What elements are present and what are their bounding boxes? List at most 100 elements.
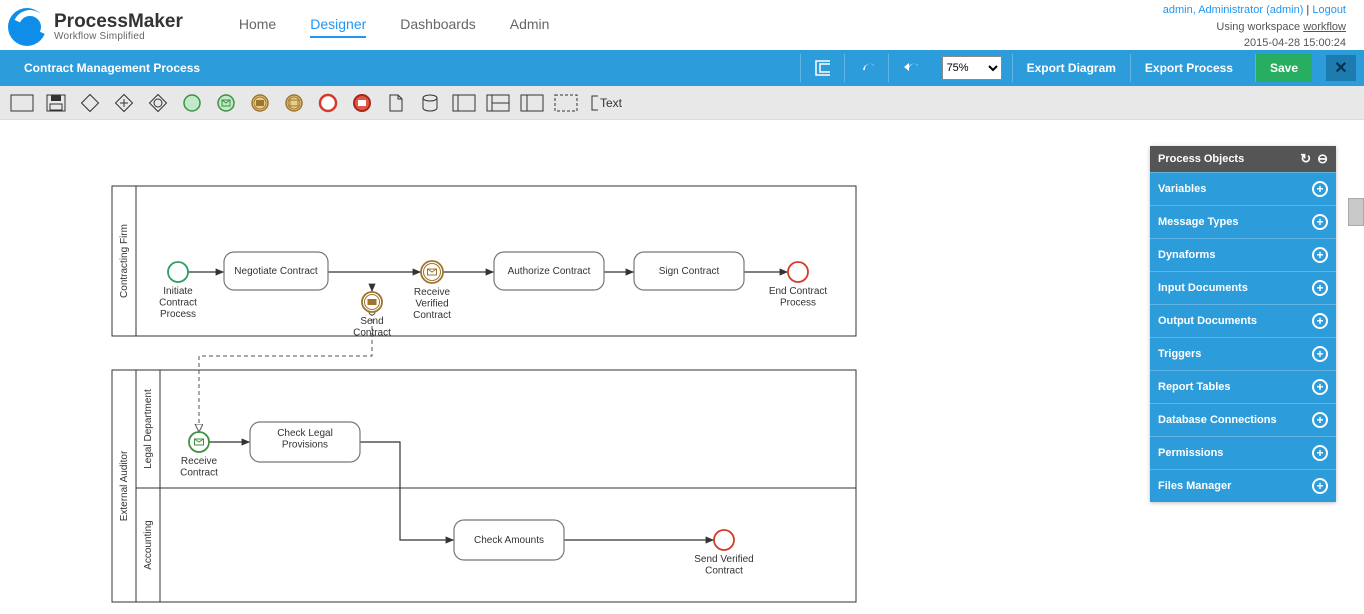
nav-admin[interactable]: Admin — [510, 16, 550, 38]
add-icon[interactable]: + — [1312, 214, 1328, 230]
close-button[interactable]: ✕ — [1326, 55, 1356, 81]
add-icon[interactable]: + — [1312, 346, 1328, 362]
lane-icon — [486, 94, 510, 112]
process-objects-item-label: Triggers — [1158, 348, 1312, 360]
workspace-prefix: Using workspace — [1216, 21, 1303, 33]
db-icon — [420, 93, 440, 113]
process-objects-item-label: Output Documents — [1158, 315, 1312, 327]
header-user-block: admin, Administrator (admin) | Logout Us… — [1163, 2, 1346, 52]
main-nav: Home Designer Dashboards Admin — [239, 16, 550, 38]
tool-text-annotation[interactable]: Text — [586, 92, 626, 114]
user-display-link[interactable]: admin, Administrator (admin) — [1163, 4, 1304, 16]
tool-start-event[interactable] — [178, 92, 206, 114]
add-icon[interactable]: + — [1312, 412, 1328, 428]
top-header: ProcessMaker Workflow Simplified Home De… — [0, 0, 1364, 50]
export-process-button[interactable]: Export Process — [1130, 54, 1247, 82]
svg-text:Authorize Contract: Authorize Contract — [508, 266, 591, 277]
inter-catch-icon — [284, 93, 304, 113]
tool-end-message[interactable] — [348, 92, 376, 114]
tool-gateway-complex[interactable] — [144, 92, 172, 114]
rect-icon — [10, 94, 34, 112]
process-objects-item[interactable]: Database Connections+ — [1150, 403, 1336, 436]
export-diagram-button[interactable]: Export Diagram — [1012, 54, 1130, 82]
process-objects-item-label: Database Connections — [1158, 414, 1312, 426]
process-objects-item-label: Dynaforms — [1158, 249, 1312, 261]
fullscreen-button[interactable] — [800, 54, 844, 82]
tool-intermediate-catch[interactable] — [280, 92, 308, 114]
tool-text-label: Text — [600, 96, 622, 110]
svg-text:InitiateContractProcess: InitiateContractProcess — [159, 286, 197, 320]
nav-home[interactable]: Home — [239, 16, 276, 38]
add-icon[interactable]: + — [1312, 247, 1328, 263]
svg-text:ReceiveContract: ReceiveContract — [180, 456, 218, 479]
add-icon[interactable]: + — [1312, 379, 1328, 395]
logo-mark-icon — [8, 8, 46, 46]
add-icon[interactable]: + — [1312, 445, 1328, 461]
diagram-svg: Contracting FirmExternal AuditorLegal De… — [0, 120, 1100, 614]
nav-designer[interactable]: Designer — [310, 16, 366, 38]
diamond-o-icon — [148, 93, 168, 113]
process-objects-item-label: Permissions — [1158, 447, 1312, 459]
tool-document[interactable] — [382, 92, 410, 114]
process-objects-item[interactable]: Files Manager+ — [1150, 469, 1336, 502]
add-icon[interactable]: + — [1312, 313, 1328, 329]
doc-icon — [387, 93, 405, 113]
process-objects-item[interactable]: Message Types+ — [1150, 205, 1336, 238]
logout-link[interactable]: Logout — [1312, 4, 1346, 16]
tool-gateway-plus[interactable] — [110, 92, 138, 114]
svg-text:Legal Department: Legal Department — [143, 389, 154, 469]
end-msg-icon — [352, 93, 372, 113]
start-circle-icon — [182, 93, 202, 113]
process-objects-panel: Process Objects ↻ ⊖ Variables+Message Ty… — [1150, 146, 1336, 502]
process-objects-item[interactable]: Triggers+ — [1150, 337, 1336, 370]
undo-button[interactable] — [888, 54, 932, 82]
process-objects-header: Process Objects ↻ ⊖ — [1150, 146, 1336, 172]
scrollbar-stub[interactable] — [1348, 198, 1364, 226]
undo-icon — [903, 60, 918, 76]
add-icon[interactable]: + — [1312, 478, 1328, 494]
tool-intermediate-throw[interactable] — [246, 92, 274, 114]
process-objects-item-label: Report Tables — [1158, 381, 1312, 393]
nav-dashboards[interactable]: Dashboards — [400, 16, 476, 38]
svg-text:Check Amounts: Check Amounts — [474, 535, 544, 546]
bpmn-toolbar: Text — [0, 86, 1364, 120]
zoom-select[interactable]: 75% — [942, 56, 1002, 80]
floppy-icon — [46, 94, 66, 112]
diamond-icon — [80, 93, 100, 113]
tool-datastore[interactable] — [416, 92, 444, 114]
tool-pool[interactable] — [450, 92, 478, 114]
tool-gateway[interactable] — [76, 92, 104, 114]
refresh-icon[interactable]: ↻ — [1300, 151, 1311, 167]
redo-button[interactable] — [844, 54, 888, 82]
tool-lane-single[interactable] — [518, 92, 546, 114]
add-icon[interactable]: + — [1312, 280, 1328, 296]
process-objects-item[interactable]: Dynaforms+ — [1150, 238, 1336, 271]
svg-text:Sign Contract: Sign Contract — [659, 266, 720, 277]
logo[interactable]: ProcessMaker Workflow Simplified — [8, 8, 183, 46]
workspace-name[interactable]: workflow — [1303, 21, 1346, 33]
process-objects-item[interactable]: Variables+ — [1150, 172, 1336, 205]
tool-empty-task[interactable] — [8, 92, 36, 114]
end-circle-icon — [318, 93, 338, 113]
tool-end-event[interactable] — [314, 92, 342, 114]
timestamp: 2015-04-28 15:00:24 — [1163, 35, 1346, 52]
svg-text:Contracting Firm: Contracting Firm — [119, 224, 130, 298]
process-objects-item-label: Input Documents — [1158, 282, 1312, 294]
svg-text:Check LegalProvisions: Check LegalProvisions — [277, 428, 333, 451]
process-objects-item[interactable]: Permissions+ — [1150, 436, 1336, 469]
pool-icon — [452, 94, 476, 112]
group-icon — [554, 94, 578, 112]
process-objects-item[interactable]: Output Documents+ — [1150, 304, 1336, 337]
process-objects-item[interactable]: Report Tables+ — [1150, 370, 1336, 403]
save-button[interactable]: Save — [1255, 54, 1312, 82]
process-objects-item[interactable]: Input Documents+ — [1150, 271, 1336, 304]
tool-group[interactable] — [552, 92, 580, 114]
svg-text:Negotiate Contract: Negotiate Contract — [234, 266, 318, 277]
lane2-icon — [520, 94, 544, 112]
tool-lane[interactable] — [484, 92, 512, 114]
add-icon[interactable]: + — [1312, 181, 1328, 197]
tool-save-icon[interactable] — [42, 92, 70, 114]
collapse-icon[interactable]: ⊖ — [1317, 151, 1328, 167]
tool-start-message[interactable] — [212, 92, 240, 114]
diamond-plus-icon — [114, 93, 134, 113]
